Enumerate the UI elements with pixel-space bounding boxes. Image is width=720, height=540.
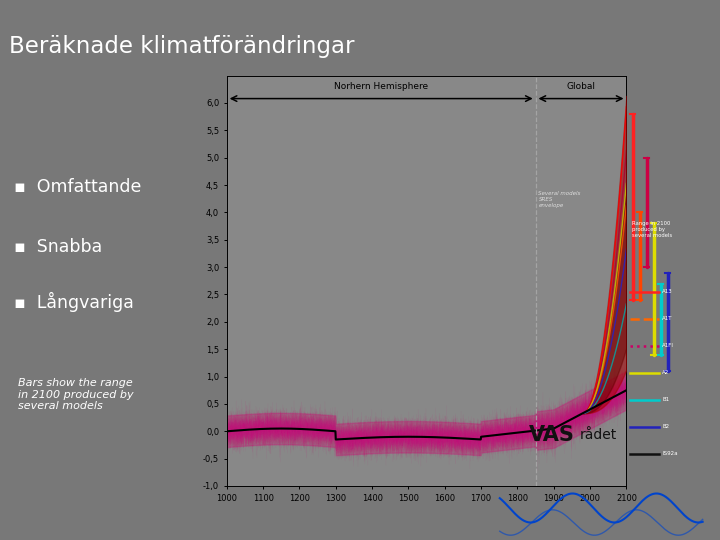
- Text: ▪  Omfattande: ▪ Omfattande: [14, 178, 142, 196]
- Text: A2: A2: [662, 370, 670, 375]
- Text: Several models
SRES
envelope: Several models SRES envelope: [539, 191, 581, 208]
- Text: A13: A13: [662, 289, 672, 294]
- Text: ▪  Långvariga: ▪ Långvariga: [14, 292, 134, 312]
- Text: B2: B2: [662, 424, 669, 429]
- Text: Range in 2100
produced by
several models: Range in 2100 produced by several models: [632, 221, 672, 238]
- Text: Beräknade klimatförändringar: Beräknade klimatförändringar: [9, 35, 355, 58]
- Text: Norhern Hemisphere: Norhern Hemisphere: [334, 82, 428, 91]
- Text: VAS: VAS: [528, 426, 575, 446]
- Text: B1: B1: [662, 397, 669, 402]
- Text: ▪  Snabba: ▪ Snabba: [14, 238, 103, 255]
- Text: Global: Global: [567, 82, 595, 91]
- Text: IS92a: IS92a: [662, 451, 678, 456]
- Text: A1FI: A1FI: [662, 343, 674, 348]
- Text: A1T: A1T: [662, 316, 672, 321]
- Text: rådet: rådet: [580, 428, 617, 442]
- Text: Bars show the range
in 2100 produced by
several models: Bars show the range in 2100 produced by …: [18, 378, 134, 411]
